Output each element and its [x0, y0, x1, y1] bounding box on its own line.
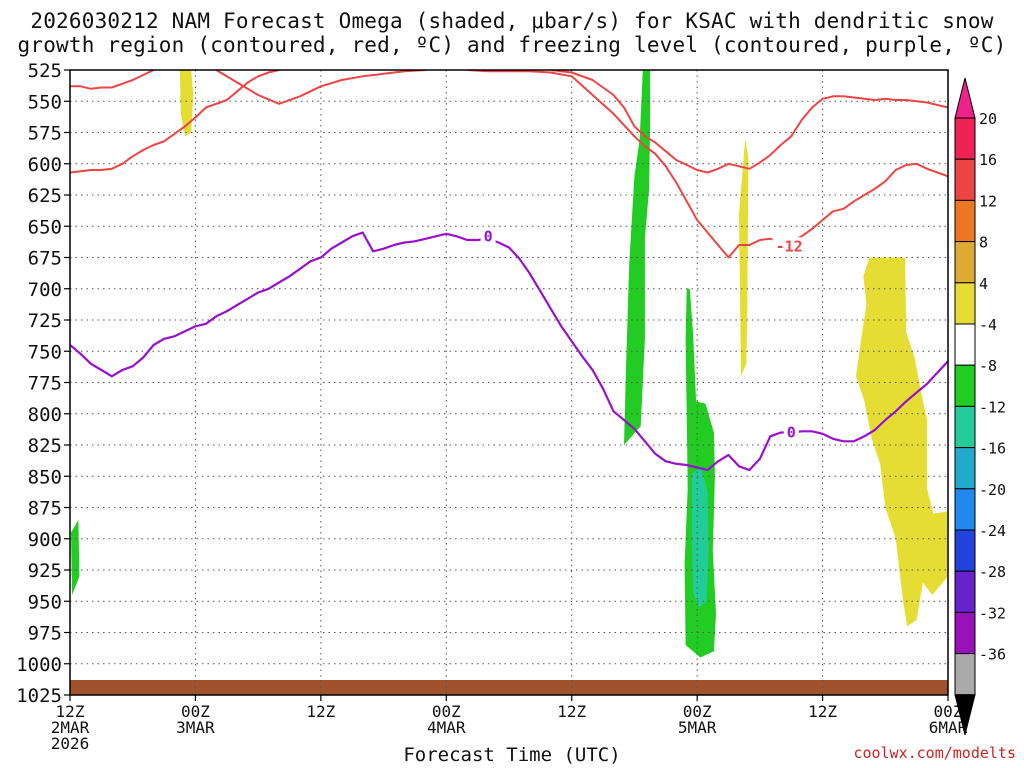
y-tick-label-900: 900: [28, 529, 62, 551]
colorbar-segment-7: [954, 405, 976, 449]
y-tick-label-625: 625: [28, 185, 62, 207]
x-tick-label-0-line2: 2MAR: [51, 718, 90, 737]
x-tick-label-36-line1: 00Z: [432, 702, 461, 721]
x-tick-label-72-line1: 12Z: [808, 702, 837, 721]
y-axis: 525 550 575 600 625 650 675 700 725 750 775 800 825 8…: [16, 60, 70, 707]
x-tick-label-0-line3: 2026: [51, 734, 90, 753]
omega-region-yellow-top-left: [179, 70, 194, 137]
colorbar-segment-6: [954, 364, 976, 407]
colorbar-segment-2: [954, 199, 976, 243]
colorbar-label-5: -4: [979, 316, 997, 334]
colorbar-label-7: -12: [979, 398, 1006, 416]
colorbar-segment-0: [954, 117, 976, 160]
y-tick-label-600: 600: [28, 154, 62, 176]
y-tick-label-975: 975: [28, 623, 62, 645]
dendritic-contour-dendritic_right_lower: [780, 162, 948, 246]
colorbar-segment-4: [954, 282, 976, 325]
x-tick-label-0-line1: 12Z: [56, 702, 85, 721]
colorbar-label-13: -36: [979, 646, 1006, 664]
colorbar-segment-10: [954, 529, 976, 572]
x-tick-label-84-line2: 6MAR: [929, 718, 968, 737]
contour-label-bg-2: [783, 423, 799, 441]
omega-region-green-left-edge: [71, 520, 80, 595]
credit-text: coolwx.com/modelts: [853, 744, 1016, 762]
contour-label-bg-0: [480, 227, 496, 245]
x-tick-label-60-line2: 5MAR: [678, 718, 717, 737]
colorbar-label-1: 16: [979, 151, 997, 169]
freezing-level-contour: [70, 231, 948, 472]
omega-shading-layer: [71, 70, 948, 658]
colorbar-label-10: -24: [979, 522, 1006, 540]
y-tick-label-675: 675: [28, 248, 62, 270]
y-tick-label-825: 825: [28, 435, 62, 457]
colorbar-segment-3: [954, 241, 976, 284]
x-tick-label-84-line1: 00Z: [934, 702, 963, 721]
dendritic-contour-dendritic_upper_c: [467, 70, 782, 259]
y-tick-label-750: 750: [28, 341, 62, 363]
y-tick-label-950: 950: [28, 591, 62, 613]
colorbar-label-4: 4: [979, 275, 988, 293]
contour-label-2: 0: [787, 424, 796, 442]
x-tick-label-12-line1: 00Z: [181, 702, 210, 721]
omega-region-yellow-right-block: [856, 257, 948, 627]
y-tick-label-775: 775: [28, 373, 62, 395]
dendritic-contour-dendritic_upper_b: [215, 70, 426, 105]
grid-layer: [70, 70, 948, 695]
contour-layer: [70, 70, 948, 472]
colorbar-label-12: -32: [979, 604, 1006, 622]
chart-title-line2: growth region (contoured, red, ºC) and f…: [17, 33, 1007, 57]
dendritic-contour-dendritic_right_upper: [550, 70, 948, 174]
x-tick-label-48-line1: 12Z: [557, 702, 586, 721]
y-tick-label-850: 850: [28, 466, 62, 488]
ground-layer: [70, 680, 948, 695]
y-tick-label-875: 875: [28, 498, 62, 520]
colorbar-segment-8: [954, 447, 976, 490]
colorbar-segment-1: [954, 158, 976, 201]
colorbar-label-6: -8: [979, 357, 997, 375]
colorbar-segment-11: [954, 570, 976, 613]
contour-label-bg-1: [772, 237, 806, 255]
y-tick-label-650: 650: [28, 216, 62, 238]
y-tick-label-700: 700: [28, 279, 62, 301]
colorbar-segment-13: [954, 653, 976, 696]
colorbar: 20 16 12 8 4 -4 -8 -12 -16 -20 -24 -28 -32 -36: [954, 77, 1006, 735]
colorbar-label-2: 12: [979, 192, 997, 210]
x-tick-label-60-line1: 00Z: [683, 702, 712, 721]
y-tick-label-1000: 1000: [16, 654, 62, 676]
colorbar-label-8: -16: [979, 440, 1006, 458]
ground-strip: [70, 680, 948, 695]
y-tick-label-1025: 1025: [16, 685, 62, 707]
colorbar-bottom-arrow: [954, 694, 976, 735]
colorbar-segment-9: [954, 488, 976, 531]
colorbar-segment-12: [954, 611, 976, 655]
y-tick-label-800: 800: [28, 404, 62, 426]
colorbar-label-11: -28: [979, 563, 1006, 581]
y-tick-label-525: 525: [28, 60, 62, 82]
dendritic-contour-dendritic_lower: [70, 70, 280, 174]
y-tick-label-725: 725: [28, 310, 62, 332]
chart-title-line1: 2026030212 NAM Forecast Omega (shaded, μ…: [30, 9, 994, 33]
x-axis-title: Forecast Time (UTC): [403, 744, 621, 766]
contour-label-layer: 0 -12 0: [480, 227, 806, 442]
plot-area: [70, 70, 948, 695]
contour-label-1: -12: [776, 237, 803, 255]
y-tick-label-925: 925: [28, 560, 62, 582]
y-tick-label-575: 575: [28, 123, 62, 145]
colorbar-label-3: 8: [979, 234, 988, 252]
colorbar-top-arrow: [954, 77, 976, 119]
colorbar-segment-5: [954, 323, 976, 366]
x-tick-label-12-line2: 3MAR: [176, 718, 215, 737]
x-tick-label-24-line1: 12Z: [306, 702, 335, 721]
contour-label-0: 0: [484, 227, 493, 245]
colorbar-label-0: 20: [979, 110, 997, 128]
colorbar-label-9: -20: [979, 481, 1006, 499]
y-tick-label-550: 550: [28, 91, 62, 113]
x-tick-label-36-line2: 4MAR: [427, 718, 466, 737]
omega-region-cyan-core: [691, 467, 709, 608]
omega-region-yellow-narrow-mid: [739, 138, 749, 377]
dendritic-contour-dendritic_upper: [70, 70, 155, 90]
